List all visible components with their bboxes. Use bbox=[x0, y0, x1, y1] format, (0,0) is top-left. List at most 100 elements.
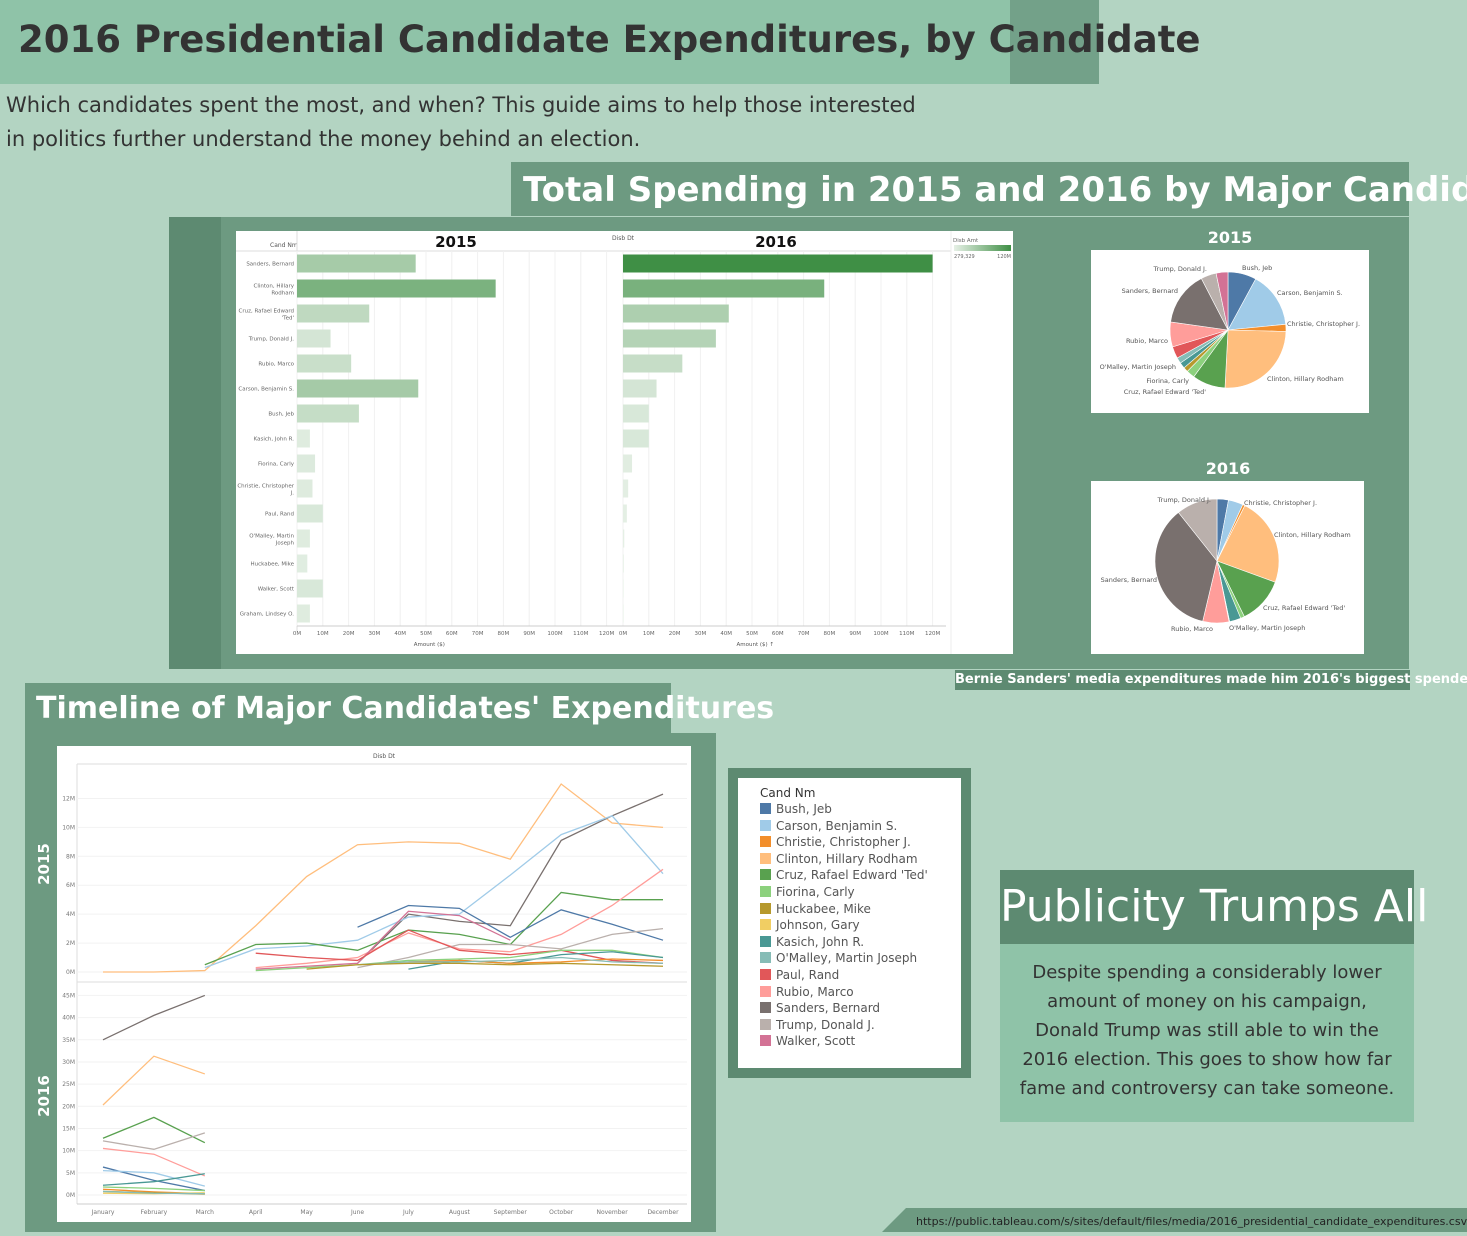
series-line bbox=[102, 1055, 206, 1106]
row-label: Cruz, Rafael Edward bbox=[239, 309, 295, 315]
legend-swatch bbox=[760, 1035, 771, 1047]
spending-section-title: Total Spending in 2015 and 2016 by Major… bbox=[511, 162, 1467, 216]
row-label: Joseph bbox=[275, 541, 295, 547]
x-tick-label: 10M bbox=[317, 631, 329, 637]
y-tick-label: 0M bbox=[66, 1192, 75, 1199]
spending-panel-edge bbox=[169, 217, 221, 669]
series-line bbox=[204, 891, 663, 966]
legend-swatch bbox=[760, 869, 771, 881]
y-tick-label: 6M bbox=[66, 882, 75, 889]
x-tick-label: 70M bbox=[798, 631, 810, 637]
pie-label: O'Malley, Martin Joseph bbox=[1229, 624, 1305, 632]
pie-label: Cruz, Rafael Edward 'Ted' bbox=[1263, 604, 1345, 612]
legend-item[interactable]: Carson, Benjamin S. bbox=[760, 819, 897, 833]
series-line bbox=[255, 929, 664, 964]
page-title: 2016 Presidential Candidate Expenditures… bbox=[18, 18, 1201, 61]
x-tick-label: 50M bbox=[420, 631, 432, 637]
pie-2015-area[interactable]: Bush, Jeb Carson, Benjamin S. Christie, Ch… bbox=[1091, 250, 1369, 413]
x-tick-label: 90M bbox=[523, 631, 535, 637]
legend-swatch bbox=[760, 852, 771, 864]
row-label: Christie, Christopher bbox=[237, 484, 294, 490]
pie-chart-2016[interactable]: Christie, Christopher J. Clinton, Hillary… bbox=[1091, 481, 1364, 654]
bar-chart-area[interactable]: Cand Nm Disb Dt 2015 2016 Disb Amt 279,329 120… bbox=[236, 231, 1013, 654]
candidate-legend[interactable]: Cand Nm Bush, Jeb Carson, Benjamin S. Chri… bbox=[738, 778, 961, 1068]
timeline-2015-label: 2015 bbox=[35, 843, 53, 885]
y-tick-label: 4M bbox=[66, 911, 75, 918]
title-banner bbox=[0, 0, 1010, 84]
series-line bbox=[102, 1190, 205, 1195]
series-line bbox=[357, 956, 664, 966]
bar bbox=[623, 254, 933, 273]
bar-panel-2015-title: 2015 bbox=[435, 233, 477, 251]
pie-label: O'Malley, Martin Joseph bbox=[1100, 363, 1176, 371]
series-line bbox=[103, 783, 664, 973]
x-tick-label: 10M bbox=[643, 631, 655, 637]
pie-label: Sanders, Bernard bbox=[1101, 576, 1157, 584]
pie-slice bbox=[1224, 329, 1287, 389]
series-line bbox=[357, 927, 664, 969]
legend-label: Fiorina, Carly bbox=[776, 885, 855, 899]
x-tick-label: 40M bbox=[720, 631, 732, 637]
legend-label: Sanders, Bernard bbox=[776, 1001, 881, 1016]
legend-item[interactable]: Bush, Jeb bbox=[760, 802, 832, 816]
legend-item[interactable]: Rubio, Marco bbox=[760, 985, 854, 999]
row-label: Huckabee, Mike bbox=[250, 562, 294, 568]
series-line bbox=[255, 868, 664, 969]
legend-item[interactable]: Sanders, Bernard bbox=[760, 1001, 880, 1015]
column-header-label: Disb Dt bbox=[612, 235, 635, 242]
legend-item[interactable]: Johnson, Gary bbox=[760, 918, 860, 932]
line-chart-area[interactable]: Disb Dt 0M 2M 4M 6M 8M 10M 12M 0M 5M 10M 15M 20M 25M 3… bbox=[57, 746, 691, 1222]
legend-label: Clinton, Hillary Rodham bbox=[776, 851, 918, 866]
y-tick-label: 10M bbox=[62, 824, 75, 831]
legend-item[interactable]: Cruz, Rafael Edward 'Ted' bbox=[760, 868, 928, 882]
x-tick-label: 60M bbox=[446, 631, 458, 637]
legend-label: Johnson, Gary bbox=[776, 918, 860, 933]
x-tick-label: 0M bbox=[293, 631, 301, 637]
pie-2016-area[interactable]: Christie, Christopher J. Clinton, Hillary… bbox=[1091, 481, 1364, 654]
series-line bbox=[102, 1147, 206, 1177]
legend-label: Trump, Donald J. bbox=[776, 1017, 875, 1032]
series-line bbox=[102, 1116, 206, 1144]
legend-item[interactable]: Trump, Donald J. bbox=[760, 1018, 875, 1032]
row-label: Trump, Donald J. bbox=[248, 337, 294, 343]
x-tick-label: April bbox=[249, 1209, 263, 1216]
legend-item[interactable]: O'Malley, Martin Joseph bbox=[760, 951, 917, 965]
row-label: Sanders, Bernard bbox=[246, 262, 294, 268]
row-label: Rodham bbox=[271, 291, 294, 297]
legend-item[interactable]: Christie, Christopher J. bbox=[760, 835, 911, 849]
x-tick-label: 100M bbox=[873, 631, 888, 637]
series-line bbox=[306, 962, 664, 970]
legend-item[interactable]: Huckabee, Mike bbox=[760, 902, 871, 916]
row-label: Fiorina, Carly bbox=[258, 462, 295, 468]
line-chart[interactable]: Disb Dt 0M 2M 4M 6M 8M 10M 12M 0M 5M 10M 15M 20M 25M 3… bbox=[57, 746, 691, 1222]
legend-swatch bbox=[760, 803, 771, 814]
series-line bbox=[204, 815, 664, 969]
x-tick-label: 110M bbox=[899, 631, 914, 637]
bar bbox=[623, 604, 624, 623]
legend-item[interactable]: Kasich, John R. bbox=[760, 935, 864, 949]
pie-chart-2015[interactable]: Bush, Jeb Carson, Benjamin S. Christie, Ch… bbox=[1091, 250, 1369, 413]
bar-chart[interactable]: Cand Nm Disb Dt 2015 2016 Disb Amt 279,329 120… bbox=[236, 231, 1013, 654]
x-tick-label: 40M bbox=[394, 631, 406, 637]
source-url[interactable]: https://public.tableau.com/s/sites/defau… bbox=[906, 1208, 1467, 1232]
spending-caption: Bernie Sanders' media expenditures made … bbox=[955, 670, 1467, 690]
bar-panel-2016-title: 2016 bbox=[755, 233, 797, 251]
series-line bbox=[408, 958, 664, 964]
x-tick-label: December bbox=[647, 1209, 679, 1216]
pie-label: Clinton, Hillary Rodham bbox=[1267, 375, 1344, 383]
legend-item[interactable]: Clinton, Hillary Rodham bbox=[760, 852, 918, 866]
bar bbox=[297, 429, 310, 448]
color-legend-title: Disb Amt bbox=[953, 238, 979, 244]
bar bbox=[297, 554, 308, 573]
pie-slice bbox=[1178, 498, 1218, 562]
legend-swatch bbox=[760, 819, 771, 831]
pie-slice bbox=[1154, 512, 1218, 622]
bar bbox=[623, 554, 624, 573]
legend-item[interactable]: Walker, Scott bbox=[760, 1034, 855, 1048]
x-tick-label: January bbox=[91, 1209, 115, 1216]
bar bbox=[297, 329, 331, 348]
legend-item[interactable]: Fiorina, Carly bbox=[760, 885, 855, 899]
legend-item[interactable]: Paul, Rand bbox=[760, 968, 839, 982]
legend-swatch bbox=[760, 985, 771, 997]
legend-label: Rubio, Marco bbox=[776, 984, 854, 999]
